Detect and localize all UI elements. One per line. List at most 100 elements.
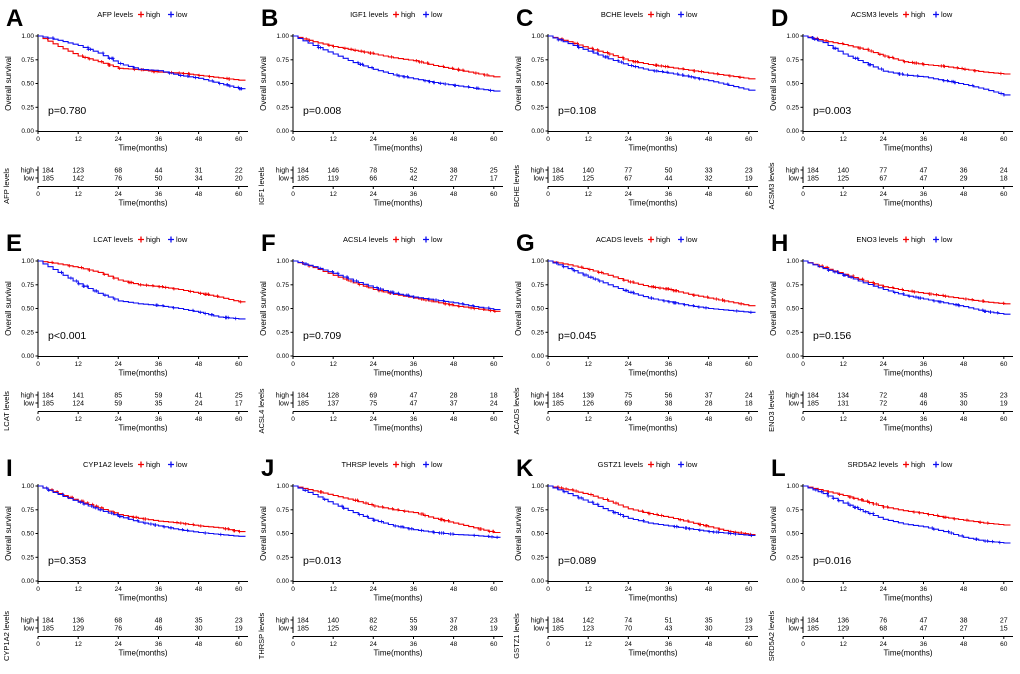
censor-mark-icon (739, 302, 743, 306)
risk-count-low: 126 (582, 401, 594, 408)
risk-count-low: 119 (328, 176, 339, 183)
censor-mark-icon (868, 511, 872, 516)
legend-low-marker-icon (423, 461, 429, 468)
risk-x-tick-label: 60 (235, 191, 243, 198)
censor-mark-icon (726, 531, 730, 535)
risk-x-tick-label: 36 (920, 416, 928, 423)
censor-mark-icon (185, 528, 190, 533)
plot-group: D ACSM3 levels high low 0.00 0.25 0.50 0.75 1.00… (769, 5, 1013, 153)
censor-mark-icon (738, 75, 742, 79)
risk-count-low: 35 (155, 401, 163, 408)
censor-mark-icon (232, 529, 237, 533)
censor-mark-icon (362, 50, 367, 54)
panel-title: SRD5A2 levels (848, 460, 899, 469)
x-tick-label: 0 (36, 586, 40, 593)
censor-mark-icon (570, 266, 574, 271)
censor-mark-icon (705, 295, 710, 299)
risk-count-low: 124 (72, 401, 84, 408)
censor-mark-icon (608, 52, 612, 56)
censor-mark-icon (831, 496, 835, 500)
censor-mark-icon (591, 49, 595, 53)
censor-mark-icon (824, 39, 828, 43)
x-tick-label: 24 (115, 586, 123, 593)
censor-mark-icon (682, 303, 687, 307)
risk-count-low: 185 (297, 401, 309, 408)
panel-svg: H ENO3 levels high low0.000.250.500.751.000… (767, 230, 1013, 433)
censor-mark-icon (660, 513, 664, 518)
risk-count-low: 28 (705, 401, 713, 408)
risk-x-tick-label: 60 (490, 416, 498, 423)
censor-mark-icon (885, 505, 890, 509)
risk-high-row-label: high (276, 393, 289, 400)
censor-mark-icon (692, 293, 696, 297)
censor-mark-icon (589, 275, 593, 279)
censor-mark-icon (136, 519, 140, 523)
x-tick-label: 12 (75, 586, 83, 593)
risk-x-tick-label: 12 (75, 416, 83, 423)
risk-y-tick-marks (800, 619, 803, 629)
risk-count-high: 27 (1000, 618, 1008, 625)
survival-curve-low (803, 35, 1011, 96)
censor-mark-icon (180, 528, 185, 532)
censor-mark-icon (477, 527, 481, 531)
censor-mark-icon (598, 279, 602, 283)
risk-count-low: 137 (327, 401, 339, 408)
legend-low-label: low (686, 460, 698, 469)
censor-mark-icon (717, 527, 722, 531)
censor-mark-icon (488, 308, 493, 313)
censor-mark-icon (843, 273, 847, 277)
censor-mark-icon (411, 295, 416, 299)
risk-y-tick-marks (800, 169, 803, 179)
x-tick-label: 60 (235, 136, 243, 143)
censor-mark-icon (186, 71, 191, 76)
censor-mark-icon (693, 76, 697, 80)
censor-mark-icon (357, 512, 361, 517)
y-tick-label: 0.50 (531, 531, 544, 538)
risk-x-tick-label: 0 (36, 641, 40, 648)
risk-count-high: 23 (490, 618, 498, 625)
x-tick-label: 12 (75, 136, 83, 143)
censor-mark-icon (887, 55, 891, 60)
x-tick-label: 60 (490, 361, 498, 368)
risk-x-tick-label: 24 (115, 641, 123, 648)
risk-count-low: 17 (235, 401, 243, 408)
x-tick-label: 36 (665, 136, 673, 143)
plot-group: I CYP1A2 levels high low 0.00 0.25 0.50 0.75 1.0… (4, 455, 248, 603)
censor-mark-icon (405, 75, 410, 79)
panel-svg: B IGF1 levels high low0.000.250.500.751.000… (257, 5, 503, 208)
censor-mark-icon (814, 488, 818, 492)
p-value-label: p=0.780 (48, 105, 86, 117)
censor-mark-icon (619, 60, 624, 64)
censor-mark-icon (215, 294, 220, 298)
censor-mark-icon (440, 517, 444, 522)
risk-table-gene-label: THRSP levels (257, 612, 266, 659)
legend-high-label: high (146, 10, 160, 19)
risk-x-tick-label: 60 (1000, 641, 1008, 648)
x-tick-label: 36 (920, 586, 928, 593)
panel-letter: C (516, 5, 533, 32)
censor-mark-icon (684, 526, 689, 530)
censor-mark-icon (588, 267, 592, 272)
censor-mark-icon (395, 73, 399, 77)
censor-mark-icon (950, 79, 954, 84)
panel-letter: B (261, 5, 278, 32)
risk-x-tick-label: 36 (410, 641, 418, 648)
risk-x-tick-label: 60 (1000, 416, 1008, 423)
censor-mark-icon (45, 486, 49, 490)
y-tick-label: 0.00 (531, 578, 544, 585)
y-axis-label: Overall survival (259, 506, 268, 561)
km-panel-F: F ACSL4 levels high low 0.00 0.25 0.50 0.75 1.00… (255, 225, 510, 450)
censor-mark-icon (975, 537, 979, 541)
x-axis-label: Time(months) (118, 369, 167, 378)
x-tick-label: 12 (585, 586, 593, 593)
censor-mark-icon (365, 514, 369, 519)
censor-mark-icon (389, 290, 393, 294)
x-tick-label: 12 (585, 361, 593, 368)
y-tick-label: 0.75 (276, 57, 289, 64)
risk-count-low: 39 (410, 626, 418, 633)
censor-mark-icon (126, 516, 130, 520)
censor-mark-icon (878, 52, 882, 56)
censor-mark-icon (632, 60, 636, 64)
